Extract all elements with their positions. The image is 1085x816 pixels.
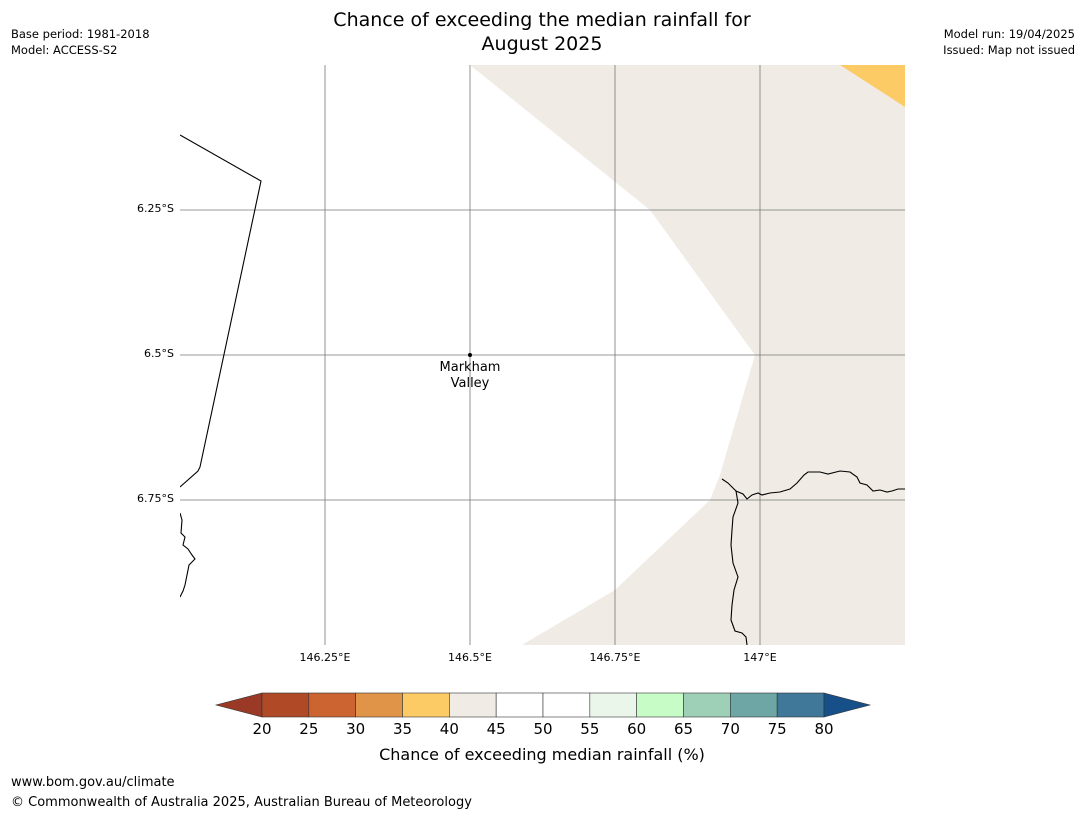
colorbar <box>214 692 872 718</box>
colorbar-segment <box>402 692 450 718</box>
footer-copyright: © Commonwealth of Australia 2025, Austra… <box>11 795 472 810</box>
colorbar-segment <box>636 692 684 718</box>
title-line-2: August 2025 <box>481 33 603 55</box>
colorbar-tick-label: 60 <box>627 720 647 738</box>
map-title: Chance of exceeding the median rainfall … <box>242 8 842 56</box>
coastlines <box>180 134 905 645</box>
colorbar-tick-label: 80 <box>814 720 834 738</box>
lon-tick-label: 146.25°E <box>299 651 351 664</box>
colorbar-segment <box>261 692 310 718</box>
colorbar-segment <box>355 692 403 718</box>
colorbar-tick-label: 40 <box>439 720 459 738</box>
colorbar-tick-label: 30 <box>346 720 366 738</box>
colorbar-tick-label: 55 <box>580 720 600 738</box>
colorbar-segment <box>683 692 731 718</box>
lat-tick-label: 6.5°S <box>144 347 174 360</box>
boundary-line-west <box>180 134 262 488</box>
coastline-east <box>721 470 905 500</box>
colorbar-tick-label: 75 <box>767 720 787 738</box>
title-line-1: Chance of exceeding the median rainfall … <box>333 9 751 31</box>
colorbar-segment <box>495 692 544 718</box>
lat-tick-label: 6.75°S <box>137 492 174 505</box>
lon-tick-label: 146.75°E <box>589 651 641 664</box>
lon-tick-label: 146.5°E <box>448 651 492 664</box>
colorbar-label: Chance of exceeding median rainfall (%) <box>379 745 705 764</box>
lon-tick-label: 147°E <box>743 651 777 664</box>
colorbar-tick-label: 25 <box>299 720 319 738</box>
colorbar-segments <box>261 692 825 718</box>
gridlines <box>180 65 905 645</box>
colorbar-tick-label: 35 <box>392 720 413 738</box>
place-label: Markham Valley <box>420 360 520 392</box>
base-period-text: Base period: 1981-2018 <box>11 27 150 41</box>
colorbar-segment <box>589 692 637 718</box>
meta-right: Model run: 19/04/2025 Issued: Map not is… <box>943 26 1075 58</box>
map-svg <box>180 65 905 645</box>
place-name-line-2: Valley <box>450 376 490 391</box>
colorbar-tick-labels: 20 25 30 35 40 45 50 55 60 65 70 75 80 <box>0 720 1085 740</box>
colorbar-segment <box>449 692 497 718</box>
map-area[interactable] <box>180 65 905 645</box>
place-name-line-1: Markham <box>439 360 501 375</box>
colorbar-segment <box>730 692 778 718</box>
colorbar-tick-label: 70 <box>720 720 740 738</box>
colorbar-over-triangle <box>823 692 872 718</box>
lat-tick-label: 6.25°S <box>137 202 174 215</box>
colorbar-tick-label: 45 <box>486 720 506 738</box>
meta-left: Base period: 1981-2018 Model: ACCESS-S2 <box>11 26 150 58</box>
issued-text: Issued: Map not issued <box>943 43 1075 57</box>
rain-band-35-40 <box>840 65 905 107</box>
coastline-southwest <box>180 512 196 598</box>
colorbar-tick-label: 50 <box>533 720 553 738</box>
footer-url[interactable]: www.bom.gov.au/climate <box>11 775 175 790</box>
colorbar-segment <box>308 692 356 718</box>
model-run-text: Model run: 19/04/2025 <box>943 27 1075 41</box>
model-text: Model: ACCESS-S2 <box>11 43 118 57</box>
colorbar-under-triangle <box>214 692 263 718</box>
place-marker-dot <box>468 353 472 357</box>
colorbar-tick-label: 20 <box>252 720 272 738</box>
colorbar-tick-label: 65 <box>673 720 694 738</box>
colorbar-segment <box>776 692 825 718</box>
colorbar-segment <box>542 692 591 718</box>
river-line <box>730 490 748 645</box>
